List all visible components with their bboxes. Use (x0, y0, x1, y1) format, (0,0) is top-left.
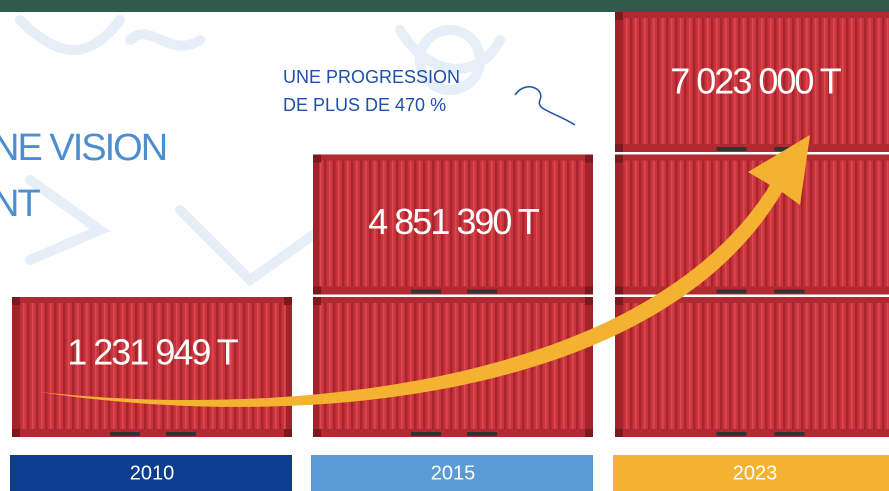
container-post (313, 297, 319, 437)
corner-casting (313, 155, 321, 163)
fork-pocket (411, 432, 441, 436)
container-rail (615, 144, 889, 152)
year-label: 2015 (431, 462, 476, 484)
container-post (615, 12, 621, 152)
container-post (615, 155, 621, 295)
value-label: 7 023 000 T (670, 61, 842, 102)
fork-pocket (110, 432, 140, 436)
container (313, 297, 593, 437)
year-label: 2010 (130, 462, 175, 484)
container-post (587, 297, 593, 437)
corner-casting (585, 429, 593, 437)
corner-casting (585, 297, 593, 305)
corner-casting (585, 287, 593, 295)
top-strip (0, 0, 889, 12)
corner-casting (615, 297, 623, 305)
container-rail (615, 155, 889, 161)
container-post (587, 155, 593, 295)
corner-casting (313, 429, 321, 437)
corner-casting (313, 287, 321, 295)
container-rail (615, 12, 889, 18)
corner-casting (12, 429, 20, 437)
fork-pocket (166, 432, 196, 436)
year-label: 2023 (733, 462, 778, 484)
value-label: 1 231 949 T (67, 332, 239, 373)
corner-casting (12, 297, 20, 305)
corner-casting (615, 12, 623, 20)
corner-casting (615, 429, 623, 437)
container-post (286, 297, 292, 437)
corner-casting (615, 144, 623, 152)
fork-pocket (467, 290, 497, 294)
fork-pocket (467, 432, 497, 436)
container-body (615, 297, 889, 437)
container-rail (313, 297, 593, 303)
container-rail (615, 287, 889, 295)
corner-casting (585, 155, 593, 163)
fork-pocket (717, 432, 747, 436)
infographic: NE VISION NT UNE PROGRESSION DE PLUS DE … (0, 0, 889, 491)
container-post (12, 297, 18, 437)
container-rail (313, 155, 593, 161)
value-label: 4 851 390 T (368, 201, 540, 242)
container-post (313, 155, 319, 295)
container-rail (12, 429, 292, 437)
annotation-line: UNE PROGRESSION (283, 67, 460, 87)
annotation-line: DE PLUS DE 470 % (283, 95, 446, 115)
heading-line: NE VISION (0, 127, 166, 169)
corner-casting (284, 429, 292, 437)
fork-pocket (775, 432, 805, 436)
heading-line: NT (0, 183, 40, 225)
fork-pocket (717, 290, 747, 294)
fork-pocket (717, 147, 747, 151)
fork-pocket (411, 290, 441, 294)
container-rail (313, 287, 593, 295)
corner-casting (284, 297, 292, 305)
fork-pocket (775, 290, 805, 294)
container-rail (313, 429, 593, 437)
corner-casting (615, 155, 623, 163)
annotation-arrow (515, 87, 575, 125)
container-rail (12, 297, 292, 303)
corner-casting (615, 287, 623, 295)
corner-casting (313, 297, 321, 305)
container-rail (615, 429, 889, 437)
container-body (313, 297, 593, 437)
container (615, 297, 889, 437)
